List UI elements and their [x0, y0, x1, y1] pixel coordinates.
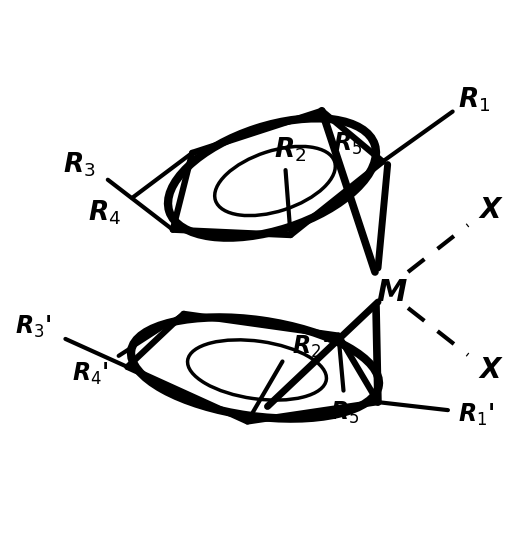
- Text: R$_1$': R$_1$': [458, 402, 494, 428]
- Text: X: X: [479, 356, 501, 384]
- Text: X: X: [479, 196, 501, 224]
- Text: R$_5$: R$_5$: [333, 131, 363, 157]
- Text: R$_5$': R$_5$': [330, 400, 367, 426]
- Text: R$_2$: R$_2$: [274, 136, 307, 164]
- Text: R$_2$': R$_2$': [292, 333, 329, 360]
- Text: R$_3$': R$_3$': [15, 314, 52, 340]
- Text: M: M: [377, 278, 407, 307]
- Text: R$_1$: R$_1$: [458, 85, 491, 114]
- Text: R$_3$: R$_3$: [63, 150, 96, 179]
- Text: R$_4$': R$_4$': [72, 361, 109, 387]
- Text: R$_4$: R$_4$: [88, 198, 121, 227]
